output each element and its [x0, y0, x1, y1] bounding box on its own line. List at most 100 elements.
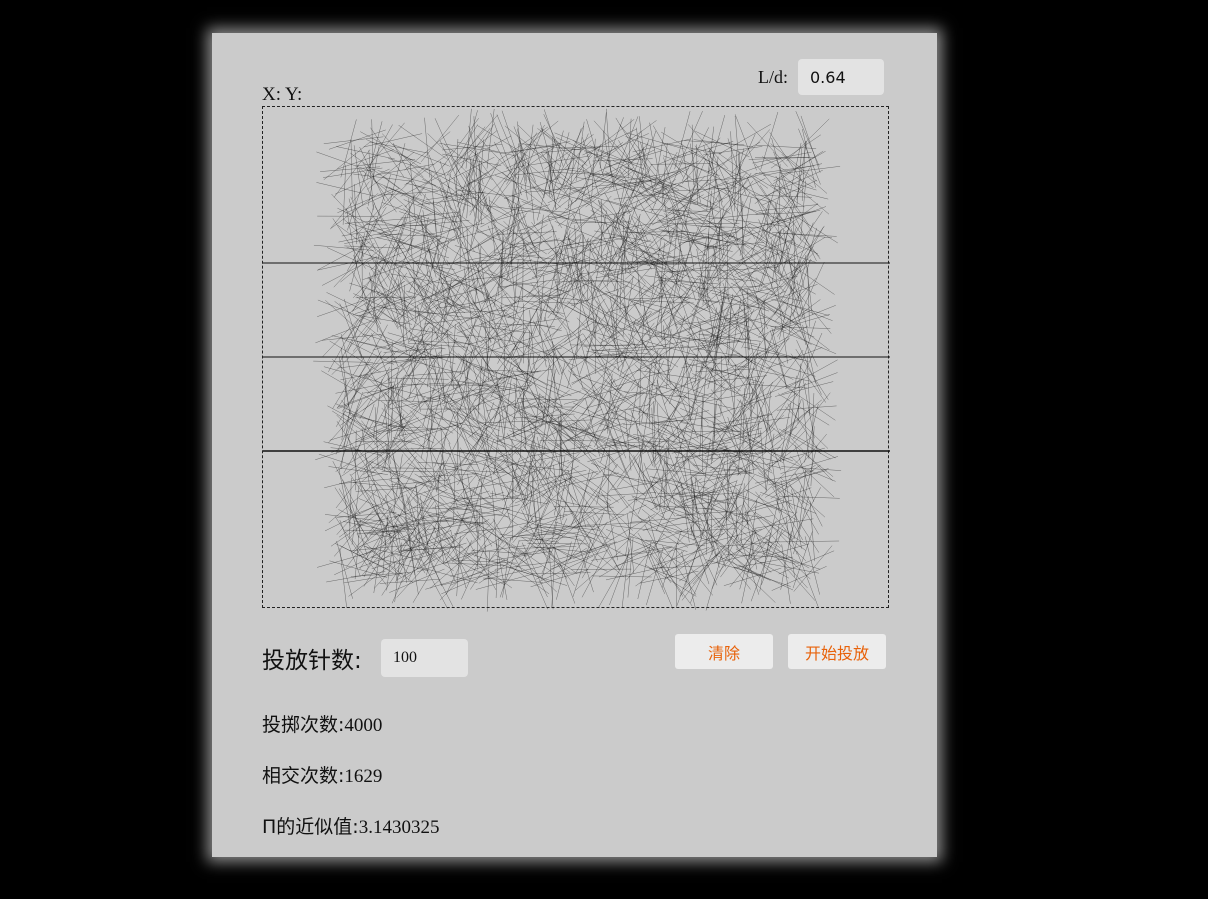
needle: [432, 490, 490, 509]
needle: [409, 161, 416, 222]
needle: [326, 571, 386, 583]
needle: [376, 424, 422, 466]
needle: [675, 452, 735, 458]
needle: [341, 364, 380, 412]
needle: [409, 329, 449, 376]
needle: [400, 211, 461, 219]
needle: [568, 188, 626, 208]
needle: [660, 416, 721, 423]
needle: [629, 516, 690, 523]
needle: [531, 419, 592, 423]
needle: [342, 164, 346, 225]
needle: [696, 249, 709, 309]
needle: [737, 437, 793, 462]
needle: [401, 215, 461, 225]
needle: [678, 546, 729, 582]
needle: [675, 484, 705, 538]
needle: [714, 396, 772, 416]
needle: [790, 437, 833, 481]
needle: [656, 269, 717, 273]
needle: [734, 114, 757, 171]
needle: [371, 333, 394, 390]
needle: [674, 295, 728, 326]
needle: [470, 188, 480, 248]
needle: [734, 248, 790, 275]
needle: [514, 478, 571, 504]
needle: [427, 259, 466, 307]
needle: [478, 160, 480, 222]
needle: [707, 308, 759, 342]
needle: [778, 303, 788, 364]
needle: [648, 396, 686, 444]
needle: [462, 382, 522, 392]
needle: [692, 537, 732, 585]
needle: [394, 521, 426, 574]
needle: [680, 408, 736, 432]
needle: [539, 275, 545, 336]
needle: [772, 408, 810, 457]
needle: [750, 544, 772, 602]
needle: [707, 190, 712, 251]
needle: [352, 280, 406, 312]
needle-board[interactable]: [262, 106, 890, 612]
needle: [413, 282, 466, 314]
needle: [326, 292, 381, 319]
start-button[interactable]: 开始投放: [788, 634, 886, 669]
needle: [455, 355, 501, 397]
needle: [381, 202, 439, 223]
needle: [478, 275, 508, 329]
needle: [382, 165, 426, 209]
needle: [482, 433, 532, 471]
needle: [323, 136, 384, 144]
needle: [353, 293, 409, 319]
needle: [506, 251, 560, 282]
needle: [450, 530, 467, 589]
needle: [439, 450, 458, 508]
needle: [497, 309, 525, 364]
needle: [421, 278, 478, 301]
needle: [347, 222, 405, 241]
needle: [337, 386, 394, 408]
needle: [331, 332, 375, 375]
clear-button[interactable]: 清除: [675, 634, 773, 669]
needle: [567, 370, 616, 409]
needle: [439, 140, 465, 196]
needle: [434, 118, 460, 174]
needle: [453, 211, 491, 259]
needle: [660, 490, 716, 515]
needle: [772, 299, 821, 336]
needle: [503, 327, 506, 388]
needle: [628, 409, 688, 423]
needle: [340, 337, 395, 365]
needle: [477, 185, 501, 242]
needle: [676, 425, 688, 486]
needle: [416, 217, 429, 277]
needle: [683, 395, 733, 431]
needle: [572, 539, 592, 597]
needle: [578, 530, 632, 560]
needle-canvas[interactable]: [263, 107, 890, 612]
needle-count-input[interactable]: [381, 639, 468, 677]
needle: [542, 399, 585, 443]
needle: [599, 289, 619, 347]
needle: [723, 567, 782, 586]
needle: [591, 504, 647, 531]
needle: [672, 205, 684, 265]
needle: [747, 121, 788, 167]
needle: [714, 299, 733, 357]
needle: [724, 355, 736, 415]
needle: [637, 360, 665, 415]
needle: [518, 156, 566, 194]
needle: [564, 471, 601, 521]
needle: [498, 325, 548, 362]
needle: [358, 167, 384, 224]
needle: [373, 236, 394, 293]
needle: [371, 119, 374, 180]
needle: [366, 121, 383, 180]
needle: [670, 187, 705, 238]
ratio-input[interactable]: [798, 59, 884, 95]
needle: [746, 375, 771, 431]
needle: [399, 211, 456, 232]
needle: [404, 536, 454, 572]
needle: [562, 236, 582, 294]
